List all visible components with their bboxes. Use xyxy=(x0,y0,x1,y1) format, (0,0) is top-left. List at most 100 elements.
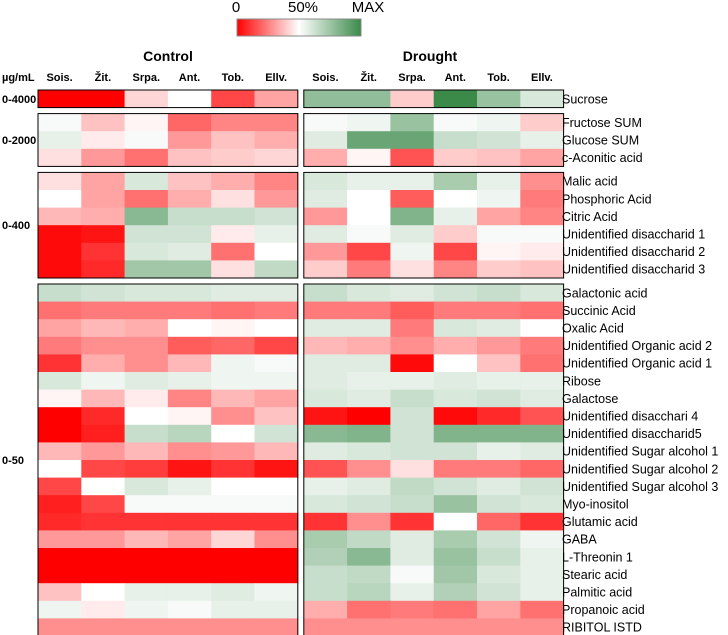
heatmap-cell xyxy=(477,131,521,150)
heatmap-cell xyxy=(167,618,212,635)
row-block-0-2000: Fructose SUM Glucose SUM c-Aconitic acid 0-… xyxy=(2,113,643,167)
heatmap-cell xyxy=(390,548,435,566)
heatmap-cell xyxy=(433,442,478,461)
heatmap-cell xyxy=(347,389,391,408)
heatmap-cell xyxy=(167,548,212,566)
heatmap-cell xyxy=(347,424,391,443)
heatmap-cell xyxy=(477,512,521,531)
heatmap-cell xyxy=(433,407,478,426)
heatmap-cell xyxy=(477,442,521,461)
row-label: Propanoic acid xyxy=(562,603,645,617)
heatmap-cell xyxy=(520,565,565,584)
heatmap-cell xyxy=(38,389,82,408)
heatmap-cell xyxy=(81,172,126,191)
heatmap-cell xyxy=(81,495,126,514)
heatmap-cell xyxy=(211,301,255,320)
legend-label-min: 0 xyxy=(232,0,240,16)
heatmap-cell xyxy=(211,424,255,443)
block-border-control xyxy=(37,283,299,635)
heatmap-cell xyxy=(347,284,391,302)
heatmap-cell xyxy=(477,260,521,279)
heatmap-cell xyxy=(303,477,348,496)
row-label: Ribose xyxy=(562,374,601,388)
heatmap-cell xyxy=(167,190,212,208)
heatmap-cell xyxy=(433,512,478,531)
heatmap-cell xyxy=(167,131,212,150)
heatmap-cell xyxy=(38,424,82,443)
heatmap-cell xyxy=(211,319,255,338)
row-label: Unidentified Organic acid 2 xyxy=(562,339,712,353)
heatmap-cell xyxy=(520,424,565,443)
heatmap-cell xyxy=(520,242,565,261)
row-label: Glucose SUM xyxy=(562,134,639,148)
heatmap-cell xyxy=(81,389,126,408)
heatmap-cell xyxy=(167,148,212,167)
heatmap-cell xyxy=(211,242,255,261)
heatmap-cell xyxy=(520,442,565,461)
heatmap-cell xyxy=(433,148,478,167)
heatmap-cell xyxy=(303,442,348,461)
heatmap-cell xyxy=(347,190,391,208)
heatmap-cell xyxy=(124,389,169,408)
row-block-0-400: Malic acid Phosphoric Acid Citric Acid Unid… xyxy=(2,171,705,279)
heatmap-cell xyxy=(211,389,255,408)
heatmap-cell xyxy=(211,90,255,108)
row-label: Unidentified Sugar alcohol 2 xyxy=(562,462,718,476)
heatmap-cell xyxy=(167,90,212,108)
heatmap-cell xyxy=(390,172,435,191)
heatmap-cell xyxy=(81,113,126,132)
row-label: Succinic Acid xyxy=(562,304,636,318)
heatmap-cell xyxy=(520,600,565,619)
column-label-drought-2: Žit. xyxy=(360,71,377,84)
heatmap-cell xyxy=(433,477,478,496)
range-label: 0-2000 xyxy=(2,135,36,147)
heatmap-cell xyxy=(433,242,478,261)
heatmap-cell xyxy=(520,495,565,514)
heatmap-cell xyxy=(477,319,521,338)
unit-label: µg/mL xyxy=(2,72,35,84)
heatmap-cell xyxy=(477,207,521,226)
heatmap-cell xyxy=(38,460,82,478)
heatmap-cell xyxy=(433,113,478,132)
heatmap-cell xyxy=(477,460,521,478)
heatmap-cell xyxy=(124,131,169,150)
heatmap-cell xyxy=(303,512,348,531)
heatmap-cell xyxy=(124,477,169,496)
heatmap-cell xyxy=(211,477,255,496)
heatmap-cell xyxy=(477,424,521,443)
heatmap-cell xyxy=(477,90,521,108)
column-label-drought-5: Tob. xyxy=(487,72,509,84)
heatmap-cell xyxy=(254,319,299,338)
heatmap-cell xyxy=(211,172,255,191)
heatmap-cell xyxy=(433,389,478,408)
group-label-drought: Drought xyxy=(403,48,458,64)
heatmap-cell xyxy=(254,225,299,244)
heatmap-cell xyxy=(520,131,565,150)
heatmap-cell xyxy=(38,512,82,531)
heatmap-cell xyxy=(477,389,521,408)
row-label: Unidentified disacchari 4 xyxy=(562,410,698,424)
heatmap-cell xyxy=(38,301,82,320)
heatmap-cell xyxy=(211,583,255,602)
heatmap-cell xyxy=(254,113,299,132)
heatmap-cell xyxy=(347,600,391,619)
heatmap-cell xyxy=(167,565,212,584)
heatmap-cell xyxy=(520,530,565,549)
heatmap-cell xyxy=(167,372,212,390)
heatmap-cell xyxy=(81,242,126,261)
heatmap-cell xyxy=(167,477,212,496)
heatmap-cell xyxy=(433,301,478,320)
heatmap-cell xyxy=(347,495,391,514)
column-label-control-3: Srpa. xyxy=(133,72,161,84)
legend-label-mid: 50% xyxy=(288,0,318,16)
heatmap-cell xyxy=(124,565,169,584)
heatmap-cell xyxy=(124,113,169,132)
heatmap-cell xyxy=(81,512,126,531)
heatmap-cell xyxy=(520,284,565,302)
row-label: Unidentified disaccharid 3 xyxy=(562,263,705,277)
heatmap-cell xyxy=(211,495,255,514)
heatmap-cell xyxy=(38,565,82,584)
heatmap-cell xyxy=(38,207,82,226)
heatmap-cell xyxy=(303,548,348,566)
